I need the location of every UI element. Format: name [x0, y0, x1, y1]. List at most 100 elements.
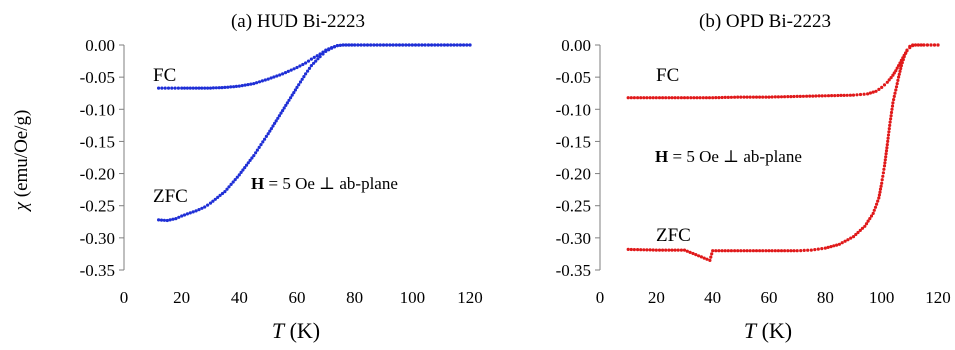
fc-point: [318, 52, 322, 56]
fc-point: [298, 64, 302, 68]
zfc-point: [211, 199, 215, 203]
fc-point: [767, 95, 771, 99]
panel-b-x-axis-label: T (K): [744, 318, 792, 343]
zfc-point: [381, 43, 386, 47]
zfc-point: [632, 248, 637, 252]
fc-point: [714, 96, 718, 100]
fc-point: [895, 66, 899, 70]
zfc-point: [897, 72, 901, 76]
zfc-point: [397, 43, 402, 47]
zfc-point: [883, 158, 887, 162]
zfc-point: [826, 245, 830, 249]
fc-point: [214, 86, 218, 90]
zfc-point: [789, 249, 793, 253]
zfc-point: [168, 218, 172, 222]
zfc-point: [208, 201, 213, 205]
zfc-point: [259, 143, 263, 147]
fc-point: [269, 76, 273, 80]
zfc-point: [300, 77, 304, 81]
zfc-point: [936, 43, 940, 47]
fc-point: [845, 93, 849, 97]
fc-point: [229, 85, 233, 89]
y-tick-label: -0.15: [556, 132, 591, 151]
zfc-point: [295, 85, 299, 89]
x-tick-label: 120: [925, 288, 951, 307]
zfc-point: [458, 43, 462, 47]
zfc-point: [894, 88, 898, 92]
fc-point: [639, 96, 643, 100]
zfc-point: [884, 149, 889, 153]
zfc-point: [197, 208, 201, 212]
zfc-point: [893, 91, 897, 95]
zfc-point: [651, 248, 655, 252]
zfc-point: [676, 248, 680, 252]
zfc-point: [465, 43, 469, 47]
fc-point: [894, 69, 898, 73]
zfc-point: [277, 114, 281, 118]
zfc-point: [858, 228, 862, 232]
zfc-point: [449, 43, 453, 47]
fc-point: [801, 94, 806, 98]
zfc-point: [180, 214, 184, 218]
zfc-point: [375, 43, 379, 47]
zfc-point: [648, 248, 652, 252]
fc-point: [862, 92, 866, 96]
zfc-point: [891, 101, 895, 105]
panel-a-zfc-label: ZFC: [153, 186, 188, 207]
zfc-point: [220, 191, 225, 196]
zfc-point: [702, 256, 706, 260]
x-tick-label: 80: [346, 288, 363, 307]
x-axis-unit: (K): [284, 318, 320, 343]
x-tick-label: 120: [457, 288, 483, 307]
fc-point: [887, 78, 891, 82]
fc-point: [814, 94, 818, 98]
panel-a-y-ticks: 0.00 -0.05 -0.10 -0.15 -0.20 -0.25 -0.30 -0.35: [80, 36, 124, 280]
zfc-point: [885, 146, 889, 150]
zfc-point: [813, 248, 817, 252]
fc-point: [160, 86, 164, 90]
zfc-point: [353, 43, 357, 47]
fc-point: [217, 86, 221, 90]
x-tick-label: 0: [596, 288, 605, 307]
zfc-point: [314, 59, 318, 63]
zfc-point: [284, 103, 288, 107]
zfc-point: [685, 249, 689, 253]
fc-point: [858, 92, 863, 97]
zfc-point: [694, 253, 698, 257]
zfc-point: [779, 249, 784, 253]
zfc-point: [667, 248, 671, 252]
fc-point: [776, 95, 781, 99]
zfc-point: [799, 249, 803, 253]
zfc-point: [243, 166, 247, 170]
zfc-point: [235, 175, 239, 179]
panel-b-field-annotation: H = 5 Oe ⊥ ab-plane: [655, 147, 802, 166]
y-tick-label: -0.20: [556, 165, 591, 184]
fc-point: [203, 86, 207, 90]
fc-point: [223, 85, 227, 89]
fc-point: [789, 95, 793, 99]
zfc-point: [892, 98, 896, 102]
panel-b-points: [626, 43, 940, 262]
zfc-point: [264, 134, 268, 138]
zfc-point: [321, 52, 325, 56]
zfc-point: [306, 69, 310, 73]
y-tick-label: -0.05: [556, 68, 591, 87]
zfc-point: [285, 101, 289, 105]
fc-point: [632, 96, 637, 100]
zfc-point: [896, 78, 900, 82]
zfc-point: [726, 249, 730, 253]
fc-point: [629, 96, 633, 100]
zfc-point: [233, 178, 237, 182]
fc-point: [664, 96, 668, 100]
fc-point: [698, 96, 702, 100]
zfc-point: [273, 121, 277, 125]
zfc-point: [699, 255, 704, 259]
fc-point: [795, 94, 799, 98]
zfc-point: [886, 133, 891, 137]
fc-point: [266, 77, 270, 81]
zfc-point: [908, 44, 912, 48]
fc-point: [783, 95, 787, 99]
fc-point: [240, 84, 244, 88]
fc-point: [897, 64, 901, 68]
